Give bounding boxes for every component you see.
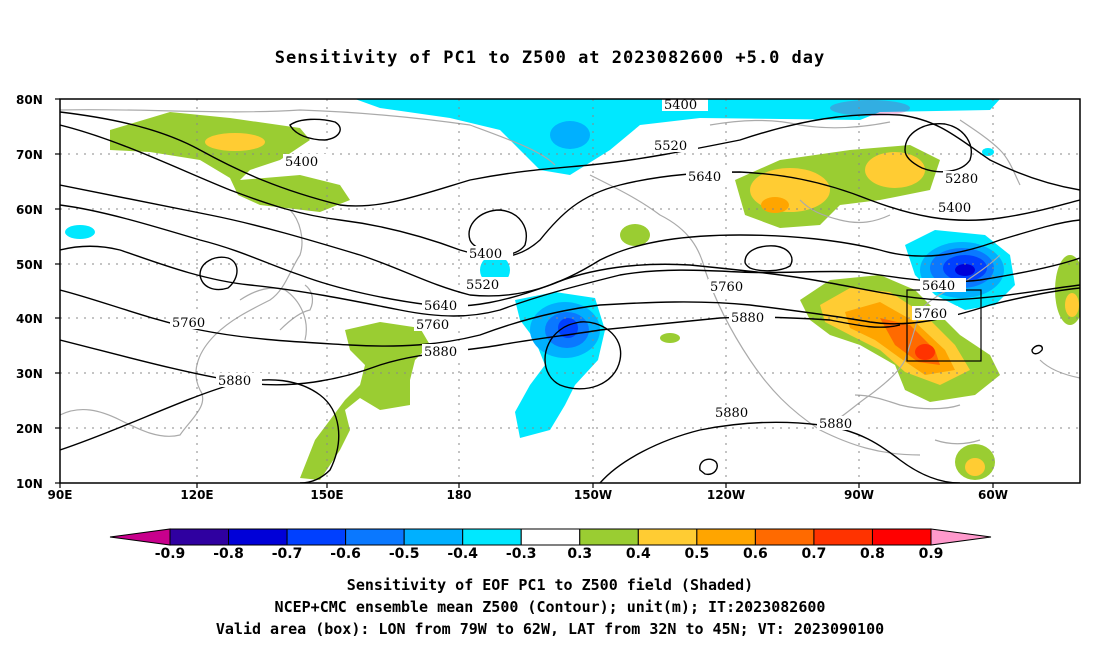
- colorbar-cell: [637, 528, 698, 546]
- contour-label-5880-us: 5880: [731, 311, 764, 326]
- colorbar-high-cap: [930, 528, 992, 546]
- colorbar-label: 0.5: [684, 546, 709, 562]
- colorbar-label: -0.7: [272, 546, 303, 562]
- lat-labels: 80N 70N 60N 50N 40N 30N 20N 10N: [16, 93, 43, 491]
- colorbar-label: 0.9: [919, 546, 944, 562]
- figure-caption: Sensitivity of EOF PC1 to Z500 field (Sh…: [0, 574, 1100, 640]
- colorbar-label: -0.5: [389, 546, 420, 562]
- lon-label-90e: 90E: [48, 488, 73, 502]
- contour-labels: 5400 5520 5640 5280 5400 5400 5520 5640 …: [170, 97, 989, 432]
- contour-label-5640-east: 5640: [922, 279, 955, 294]
- tick-marks: [55, 98, 994, 488]
- colorbar-cell: [871, 528, 932, 546]
- lon-label-120w: 120W: [707, 488, 745, 502]
- colorbar-cell: [813, 528, 873, 546]
- lon-label-90w: 90W: [844, 488, 874, 502]
- colorbar-cell: [286, 528, 347, 546]
- colorbar-cell: [403, 528, 464, 546]
- page-title: Sensitivity of PC1 to Z500 at 2023082600…: [274, 48, 826, 68]
- colorbar-cell: [579, 528, 639, 546]
- lat-label-30n: 30N: [16, 367, 43, 381]
- contour-label-5280: 5280: [945, 172, 978, 187]
- caption-line-1: Sensitivity of EOF PC1 to Z500 field (Sh…: [346, 576, 754, 594]
- lat-label-70n: 70N: [16, 148, 43, 162]
- lon-label-180: 180: [446, 488, 471, 502]
- colorbar-cell: [345, 528, 405, 546]
- contour-label-5640-top: 5640: [688, 170, 721, 185]
- colorbar-label: 0.3: [567, 546, 592, 562]
- lat-label-40n: 40N: [16, 312, 43, 326]
- lon-label-150w: 150W: [574, 488, 612, 502]
- colorbar-label: -0.3: [506, 546, 537, 562]
- lon-labels: 90E 120E 150E 180 150W 120W 90W 60W: [48, 488, 1008, 502]
- lat-label-80n: 80N: [16, 93, 43, 107]
- colorbar-cell: [169, 528, 230, 546]
- contour-label-5400-mid: 5400: [469, 247, 502, 262]
- colorbar-label: -0.4: [447, 546, 478, 562]
- colorbar-label: -0.9: [155, 546, 186, 562]
- contour-label-5400-east: 5400: [938, 201, 971, 216]
- contour-label-5400-top: 5400: [664, 98, 697, 113]
- lat-label-10n: 10N: [16, 477, 43, 491]
- contour-label-5520-top: 5520: [654, 139, 687, 154]
- colorbar-cell: [462, 528, 522, 546]
- contour-label-5640: 5640: [424, 299, 457, 314]
- map-frame: [59, 98, 1081, 484]
- lon-label-60w: 60W: [978, 488, 1008, 502]
- colorbar-low-cap: [109, 528, 171, 546]
- contour-label-5400-west: 5400: [285, 155, 318, 170]
- colorbar: -0.9 -0.8 -0.7 -0.6 -0.5 -0.4 -0.3 0.3 0.4 0.5 0.6…: [109, 528, 992, 562]
- colorbar-label: -0.6: [330, 546, 361, 562]
- contour-label-5520: 5520: [466, 278, 499, 293]
- colorbar-label: 0.4: [626, 546, 651, 562]
- colorbar-cell: [228, 528, 288, 546]
- lon-label-120e: 120E: [180, 488, 213, 502]
- colorbar-cell: [520, 528, 581, 546]
- colorbar-cells: [169, 528, 932, 546]
- lat-label-20n: 20N: [16, 422, 43, 436]
- contour-label-5880-south: 5880: [715, 406, 748, 421]
- colorbar-label: 0.8: [860, 546, 885, 562]
- contour-label-5760-west: 5760: [172, 316, 205, 331]
- caption-line-3: Valid area (box): LON from 79W to 62W, L…: [215, 620, 885, 638]
- contour-label-5760-mid: 5760: [710, 280, 743, 295]
- lat-label-50n: 50N: [16, 258, 43, 272]
- lat-label-60n: 60N: [16, 203, 43, 217]
- lon-label-150e: 150E: [310, 488, 343, 502]
- shaded-sensitivity: [65, 99, 1080, 480]
- contour-label-5760-east: 5760: [914, 307, 947, 322]
- colorbar-label: 0.7: [802, 546, 827, 562]
- caption-line-2: NCEP+CMC ensemble mean Z500 (Contour); u…: [274, 598, 826, 616]
- colorbar-label: 0.6: [743, 546, 768, 562]
- colorbar-labels: -0.9 -0.8 -0.7 -0.6 -0.5 -0.4 -0.3 0.3 0.4 0.5 0.6…: [155, 546, 944, 562]
- contour-label-5880-west: 5880: [218, 374, 251, 389]
- contour-label-5880: 5880: [424, 345, 457, 360]
- colorbar-label: -0.8: [213, 546, 244, 562]
- contour-label-5760: 5760: [416, 318, 449, 333]
- colorbar-cell: [754, 528, 815, 546]
- colorbar-cell: [696, 528, 756, 546]
- contour-label-5880-gulf: 5880: [819, 417, 852, 432]
